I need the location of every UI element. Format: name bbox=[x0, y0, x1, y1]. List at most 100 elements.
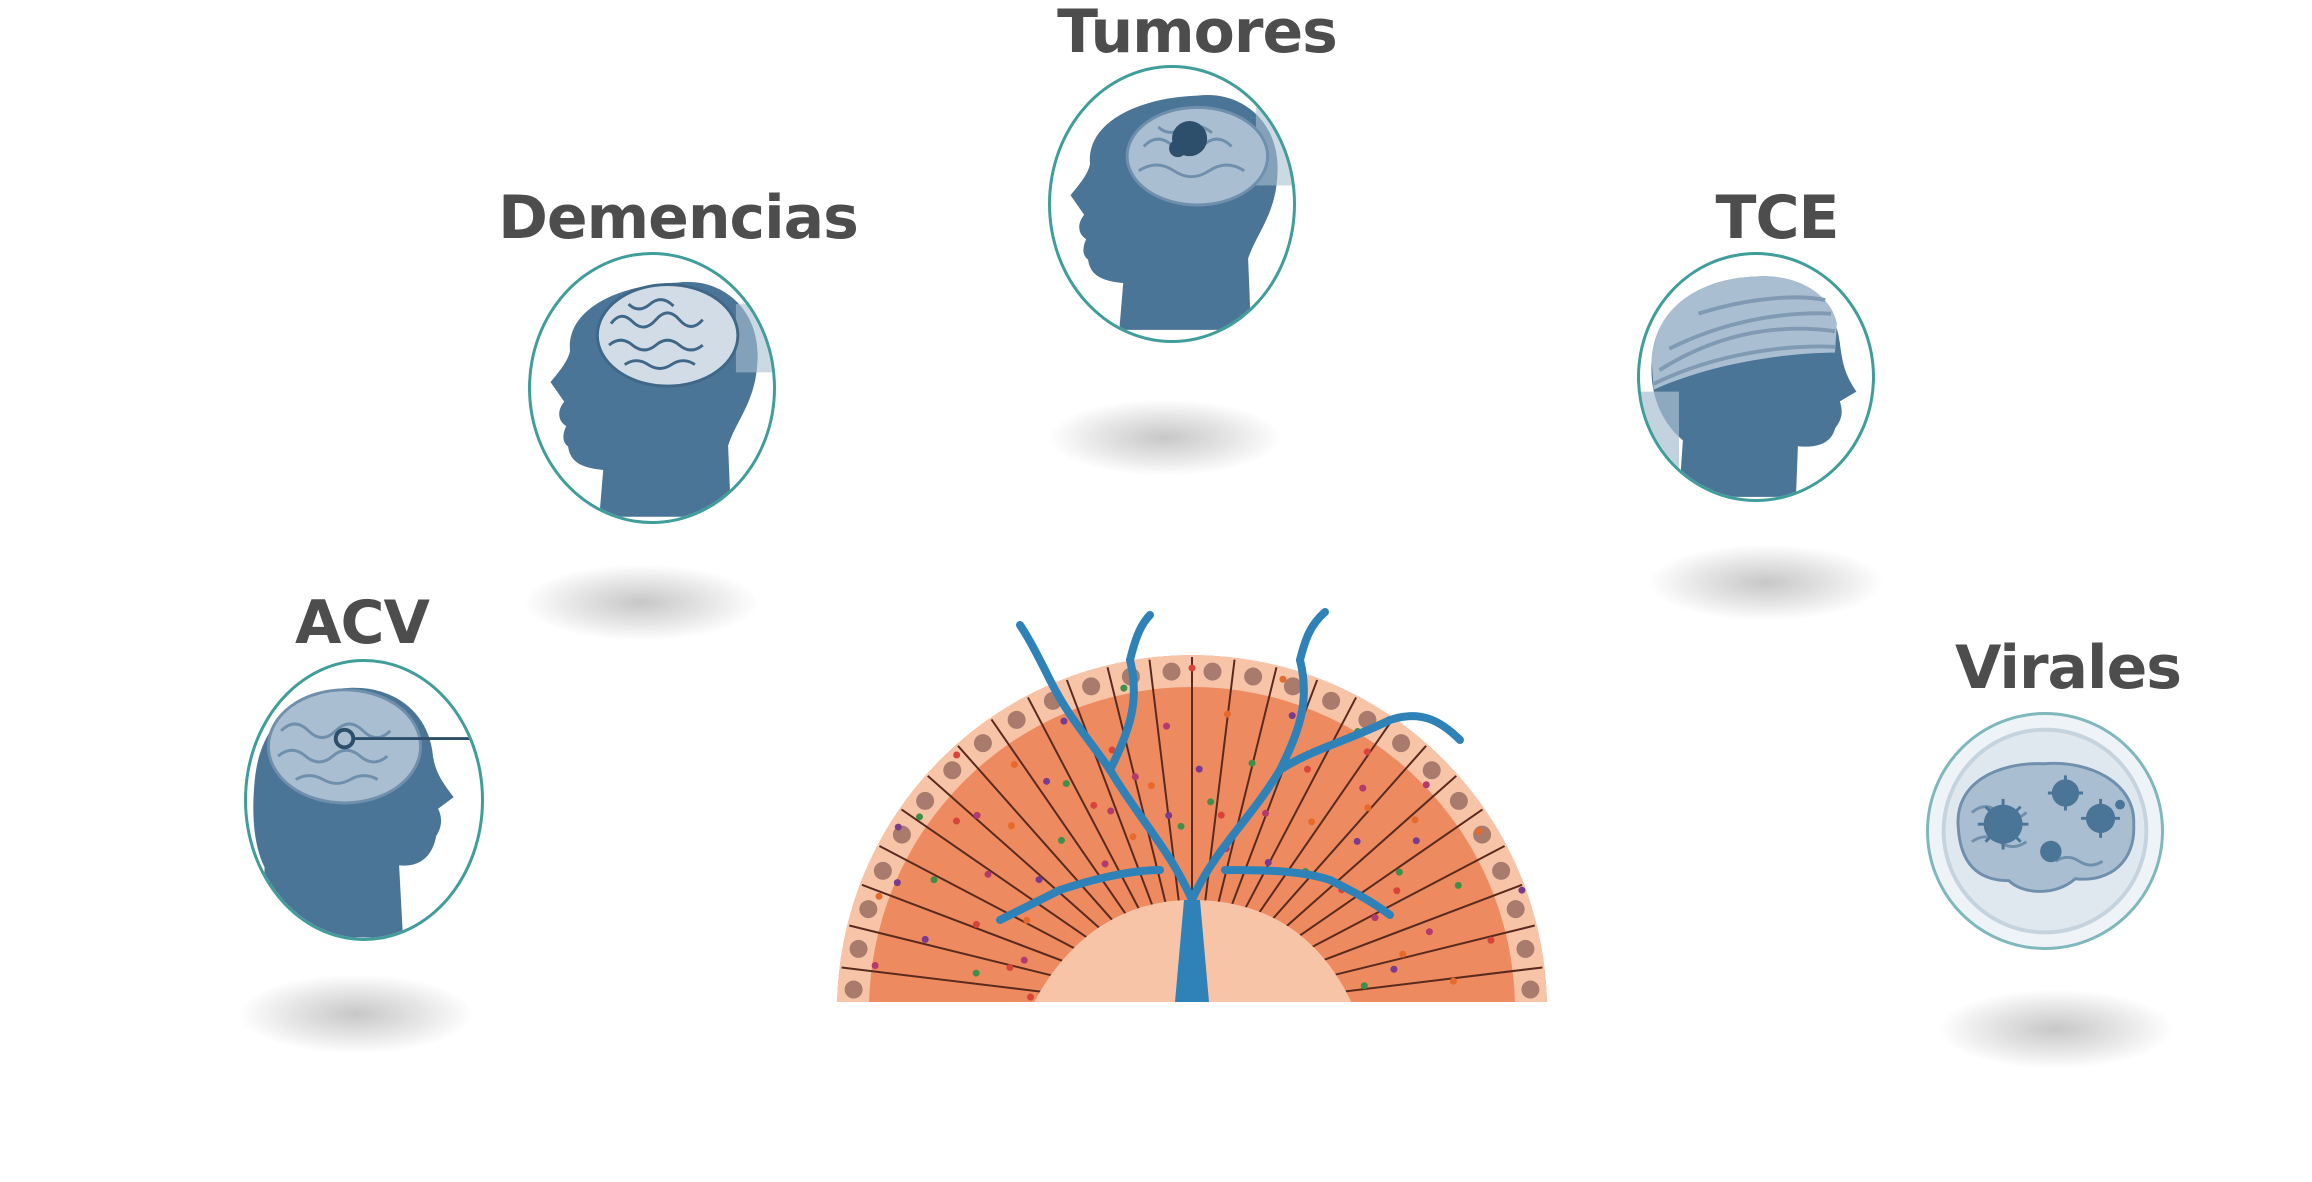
fan-dot bbox=[1043, 777, 1051, 785]
tree-branch bbox=[1296, 608, 1329, 664]
tce-shadow bbox=[1650, 545, 1882, 620]
fan-dot bbox=[1390, 965, 1398, 973]
tumores-shadow bbox=[1050, 400, 1280, 475]
fan-dot bbox=[893, 879, 901, 887]
fan-edge-block bbox=[1516, 939, 1535, 958]
fan-dot bbox=[1006, 964, 1014, 972]
fan-edge-block bbox=[973, 734, 992, 753]
fan-edge-block bbox=[1082, 677, 1101, 696]
tree-branch bbox=[1106, 656, 1138, 774]
category-label-virales: Virales bbox=[1955, 633, 2182, 703]
tree-branch bbox=[1056, 866, 1164, 894]
fan-dot bbox=[1027, 993, 1035, 1001]
fan-dot bbox=[1207, 798, 1215, 806]
fan-edge-block bbox=[1473, 825, 1492, 844]
fan-edge-block bbox=[1162, 662, 1181, 681]
fan-edge-block bbox=[1506, 900, 1525, 919]
tree-trunk bbox=[1175, 900, 1209, 1002]
fan-dot bbox=[894, 823, 902, 831]
fan-dot bbox=[1359, 784, 1367, 792]
fan-dot bbox=[875, 892, 883, 900]
fan-dot bbox=[1101, 860, 1109, 868]
fan-dot bbox=[1023, 916, 1031, 924]
fan-edge-block bbox=[873, 861, 892, 880]
fan-dot bbox=[1393, 887, 1401, 895]
acv-shadow bbox=[240, 975, 472, 1053]
fan-dot bbox=[1131, 773, 1139, 781]
fan-tree-icon bbox=[830, 570, 1555, 1011]
atrophied-brain-head-icon bbox=[528, 252, 776, 524]
fan-edge-block bbox=[943, 761, 962, 780]
demencias-shadow bbox=[525, 565, 757, 640]
fan-dot bbox=[921, 935, 929, 943]
fan-edge-block bbox=[1392, 734, 1411, 753]
fan-edge-block bbox=[1322, 691, 1341, 710]
fan-dot bbox=[1060, 717, 1068, 725]
stroke-brain-head-icon bbox=[244, 659, 484, 941]
fan-dot bbox=[930, 876, 938, 884]
fan-dot bbox=[984, 870, 992, 878]
fan-edge-block bbox=[1521, 980, 1540, 999]
fan-dot bbox=[1449, 977, 1457, 985]
fan-edge-block bbox=[916, 791, 935, 810]
fan-edge-block bbox=[844, 980, 863, 999]
tree-branch bbox=[1016, 621, 1054, 684]
fan-dot bbox=[1120, 684, 1128, 692]
fan-dot bbox=[1422, 781, 1430, 789]
fan-rib bbox=[957, 745, 1126, 935]
fan-edge-block bbox=[1422, 761, 1441, 780]
fan-dot bbox=[1177, 822, 1185, 830]
category-label-tce: TCE bbox=[1715, 183, 1840, 253]
fan-dot bbox=[1264, 859, 1272, 867]
fan-dot bbox=[1360, 982, 1368, 990]
fan-dot bbox=[1353, 837, 1361, 845]
fan-edge-block bbox=[1203, 662, 1222, 681]
fan-tree-graphic bbox=[837, 608, 1547, 1011]
tree-branch bbox=[1276, 656, 1308, 774]
fan-edge-block bbox=[1007, 710, 1026, 729]
fan-rib bbox=[1281, 845, 1506, 964]
fan-dot bbox=[1129, 833, 1137, 841]
fan-edge-block bbox=[1244, 667, 1263, 686]
fan-dot bbox=[1217, 811, 1225, 819]
fan-rib bbox=[861, 883, 1097, 975]
fan-rib bbox=[1267, 775, 1457, 944]
fan-dot bbox=[1425, 928, 1433, 936]
tree-branch bbox=[1326, 876, 1394, 919]
fan-dot bbox=[1223, 710, 1231, 718]
brain-tumor-head-icon bbox=[1048, 65, 1296, 343]
fan-rib bbox=[927, 775, 1117, 944]
fan-dot bbox=[1108, 746, 1116, 754]
fan-rib bbox=[1027, 696, 1146, 921]
fan-dot bbox=[1411, 816, 1419, 824]
fan-edge-block bbox=[1283, 677, 1302, 696]
fan-dot bbox=[1371, 914, 1379, 922]
fan-rib bbox=[1238, 696, 1357, 921]
fan-dot bbox=[1475, 827, 1483, 835]
fan-dot bbox=[1454, 881, 1462, 889]
fan-dot bbox=[1188, 664, 1196, 672]
tree-branch bbox=[1106, 766, 1196, 904]
fan-rib bbox=[1065, 679, 1157, 915]
fan-dot bbox=[1303, 765, 1311, 773]
virales-shadow bbox=[1940, 990, 2172, 1068]
fan-edge-block bbox=[859, 900, 878, 919]
fan-dot bbox=[916, 813, 924, 821]
fan-dot bbox=[1487, 936, 1495, 944]
fan-dot bbox=[1020, 956, 1028, 964]
fan-rib bbox=[1258, 745, 1427, 935]
fan-dot bbox=[1399, 950, 1407, 958]
fan-rib bbox=[990, 718, 1135, 927]
fan-dot bbox=[952, 817, 960, 825]
tree-branch bbox=[1046, 676, 1114, 774]
fan-edge-block bbox=[1492, 861, 1511, 880]
fan-dot bbox=[1057, 836, 1065, 844]
fan-edge-block bbox=[1449, 791, 1468, 810]
fan-dot bbox=[973, 811, 981, 819]
tree-branch bbox=[1276, 716, 1394, 774]
fan-dot bbox=[1363, 748, 1371, 756]
fan-rib bbox=[1287, 883, 1523, 975]
virus-brain-icon bbox=[1926, 712, 2164, 950]
fan-rib bbox=[900, 808, 1109, 953]
fan-rib bbox=[1275, 808, 1484, 953]
